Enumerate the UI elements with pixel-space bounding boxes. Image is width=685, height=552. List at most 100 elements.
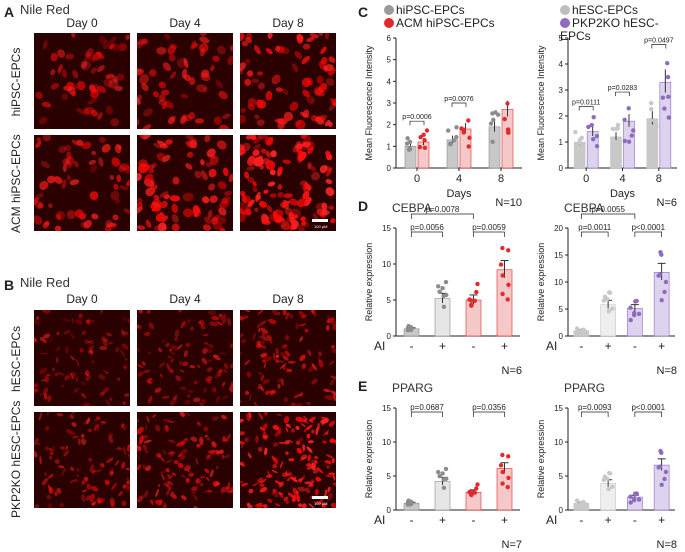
lipid-droplet [272, 424, 280, 431]
lipid-droplet [259, 426, 266, 432]
lipid-droplet [193, 380, 198, 385]
lipid-droplet [169, 71, 177, 79]
lipid-droplet [62, 163, 67, 173]
lipid-droplet [123, 165, 130, 174]
lipid-droplet [165, 342, 170, 347]
lipid-droplet [305, 401, 312, 406]
significance-bracket [581, 213, 636, 219]
lipid-droplet [329, 379, 335, 386]
lipid-droplet [126, 480, 130, 485]
lipid-droplet [78, 314, 83, 319]
lipid-droplet [70, 479, 75, 484]
lipid-droplet [259, 483, 265, 487]
lipid-droplet [247, 103, 255, 111]
lipid-droplet [137, 419, 139, 423]
lipid-droplet [163, 419, 172, 423]
lipid-droplet [65, 445, 68, 450]
lipid-droplet [52, 445, 55, 453]
data-point [500, 481, 505, 486]
lipid-droplet [240, 62, 247, 72]
lipid-droplet [263, 504, 268, 508]
data-point [440, 471, 445, 476]
data-point [405, 502, 410, 507]
lipid-droplet [34, 437, 39, 446]
lipid-droplet [247, 504, 253, 508]
lipid-droplet [302, 184, 308, 190]
lipid-droplet [194, 118, 205, 124]
x-axis-label: Days [610, 188, 636, 200]
lipid-droplet [269, 389, 276, 393]
scale-bar-a [312, 219, 328, 222]
data-point [472, 490, 477, 495]
lipid-droplet [271, 488, 277, 496]
lipid-droplet [137, 325, 142, 330]
lipid-droplet [279, 362, 287, 370]
lipid-droplet [110, 470, 114, 475]
lipid-droplet [41, 101, 52, 108]
lipid-droplet [310, 479, 315, 483]
lipid-droplet [248, 488, 254, 494]
lipid-droplet [121, 343, 129, 350]
micrograph-a-acm-day4 [137, 135, 233, 231]
lipid-droplet [86, 417, 91, 424]
lipid-droplet [200, 324, 206, 330]
lipid-droplet [224, 454, 231, 459]
lipid-droplet [173, 460, 179, 465]
lipid-droplet [91, 213, 99, 220]
y-tick-label: 0 [559, 164, 564, 173]
lipid-droplet [144, 173, 154, 182]
lipid-droplet [298, 140, 309, 151]
lipid-droplet [301, 220, 307, 226]
lipid-droplet [321, 420, 326, 426]
micrograph-a-hipsc-day8 [240, 33, 336, 129]
lipid-droplet [57, 64, 63, 74]
lipid-droplet [329, 438, 335, 444]
lipid-droplet [100, 463, 105, 468]
lipid-droplet [295, 403, 303, 406]
lipid-droplet [35, 141, 42, 148]
lipid-droplet [102, 40, 110, 50]
lipid-droplet [205, 455, 211, 460]
lipid-droplet [296, 153, 302, 164]
lipid-droplet [263, 362, 266, 369]
lipid-droplet [79, 348, 84, 353]
data-point [500, 273, 505, 278]
data-point [601, 477, 606, 483]
lipid-droplet [207, 348, 213, 353]
lipid-droplet [292, 498, 296, 501]
lipid-droplet [298, 451, 305, 455]
lipid-droplet [286, 477, 291, 482]
lipid-droplet [148, 168, 155, 174]
lipid-droplet [125, 468, 130, 471]
lipid-droplet [303, 416, 308, 420]
lipid-droplet [185, 163, 193, 170]
significance-bracket [409, 120, 425, 126]
p-value: p=0.0093 [578, 403, 612, 412]
data-point [437, 289, 442, 294]
p-value: p=0.0111 [572, 100, 600, 107]
chart-title: CEBPA [392, 201, 432, 215]
data-point [421, 132, 426, 137]
lipid-droplet [296, 447, 302, 453]
lipid-droplet [279, 461, 283, 469]
lipid-droplet [122, 446, 127, 456]
lipid-droplet [90, 319, 95, 324]
lipid-droplet [300, 216, 306, 222]
lipid-droplet [254, 114, 260, 120]
lipid-droplet [166, 451, 176, 455]
lipid-droplet [308, 503, 315, 508]
lipid-droplet [85, 369, 90, 376]
lipid-droplet [71, 317, 75, 324]
data-point [491, 117, 496, 123]
lipid-droplet [219, 352, 227, 355]
data-point [409, 501, 414, 507]
data-point [418, 135, 423, 140]
y-tick-label: 3 [387, 99, 392, 108]
data-point [615, 122, 621, 128]
lipid-droplet [159, 456, 165, 462]
lipid-droplet [283, 397, 289, 403]
lipid-droplet [311, 310, 317, 317]
lipid-droplet [149, 382, 153, 385]
lipid-droplet [165, 139, 173, 145]
lipid-droplet [42, 135, 51, 142]
